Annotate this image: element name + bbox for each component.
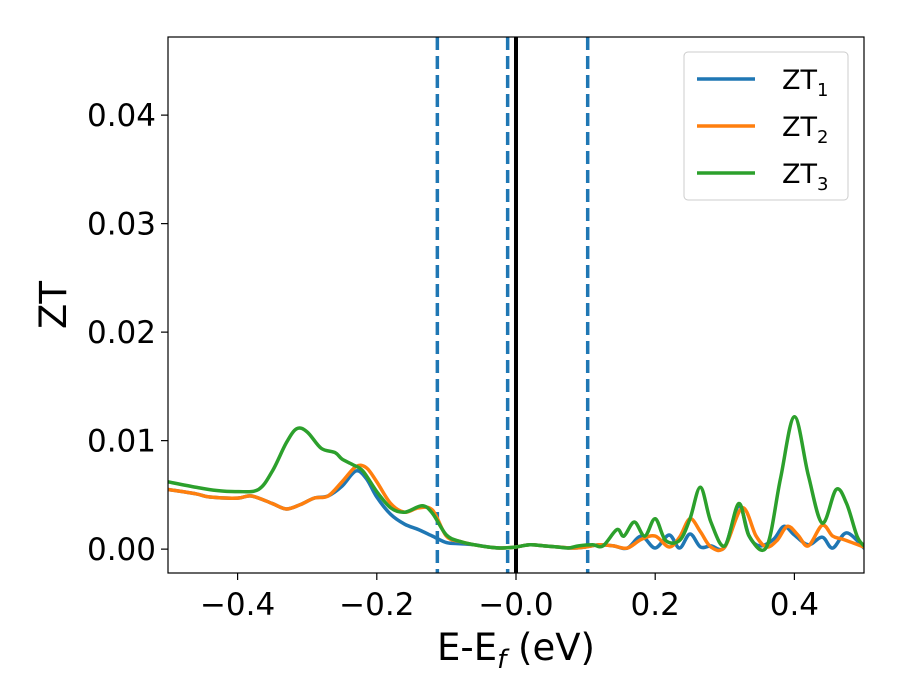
series-line-zt3 — [168, 415, 864, 553]
y-axis-label: ZT — [32, 281, 75, 329]
legend-label-zt1: ZT1 — [782, 65, 828, 101]
y-tick-label: 0.02 — [87, 315, 156, 351]
x-axis-label: E-Ef (eV) — [437, 626, 595, 675]
legend-label-zt2: ZT2 — [782, 112, 828, 148]
x-tick-label: 0.2 — [631, 587, 680, 623]
x-tick-label: −0.0 — [478, 587, 553, 623]
legend-box — [683, 51, 849, 201]
y-tick-label: 0.04 — [87, 98, 156, 134]
x-axis: −0.4 −0.2 −0.0 0.2 0.4 — [200, 573, 819, 623]
y-tick-label: 0.00 — [87, 532, 156, 568]
x-tick-label: −0.2 — [339, 587, 414, 623]
x-tick-label: 0.4 — [770, 587, 819, 623]
y-tick-label: 0.03 — [87, 207, 156, 243]
y-tick-label: 0.01 — [87, 424, 156, 460]
reference-lines — [435, 37, 590, 573]
series-lines — [168, 415, 864, 553]
y-axis: 0.00 0.01 0.02 0.03 0.04 — [87, 98, 168, 568]
legend: ZT1 ZT2 ZT3 — [683, 51, 849, 201]
legend-label-zt3: ZT3 — [782, 159, 828, 195]
x-tick-label: −0.4 — [200, 587, 275, 623]
